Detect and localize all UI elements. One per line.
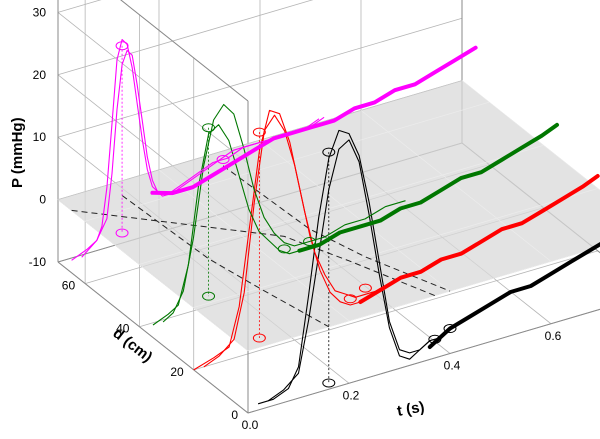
left-wall-grid-line [57, 12, 249, 164]
marker-ellipse [277, 244, 291, 254]
back-wall-grid-line [57, 17, 463, 138]
plane-grid-line [158, 169, 350, 322]
marker-ellipse [115, 228, 129, 238]
z-tick-label: 30 [33, 5, 47, 19]
plane-grid-line [259, 139, 451, 292]
mean-waveform-line [150, 45, 478, 196]
thin-waveform-line [81, 49, 320, 258]
y-tick-label: 60 [62, 279, 76, 293]
plane-grid-line [139, 144, 544, 265]
marker-ellipse [428, 334, 442, 344]
marker-ellipse [443, 324, 457, 334]
box-edge [247, 308, 600, 414]
marker-ellipse [252, 333, 266, 343]
box-edge [120, 0, 249, 102]
marker-ellipse [202, 123, 216, 133]
mean-waveform-line [358, 174, 600, 304]
y-tick-label: 0 [231, 408, 238, 422]
z-axis-label: P (mmHg) [9, 117, 26, 188]
plane-grid-line [57, 199, 249, 351]
y-axis-label: d (cm) [110, 325, 156, 366]
thin-waveform-line [193, 109, 361, 371]
marker-ellipse [322, 378, 336, 388]
y-tick-label: 20 [170, 365, 184, 379]
x-tick-label: 0.4 [444, 359, 461, 373]
marker-ellipse [252, 127, 266, 137]
thin-waveform-line [257, 129, 441, 405]
thin-waveform-line [267, 139, 431, 402]
z-tick-label: 20 [33, 68, 47, 82]
thin-waveform-line [152, 124, 300, 326]
marker-ellipse [216, 155, 230, 165]
tick-labels: 0.00.20.40.60.80204060-10010203040 [29, 5, 562, 432]
y-tick-label: 40 [116, 322, 130, 336]
curves [71, 38, 600, 405]
x-tick-label: 0.0 [242, 418, 259, 432]
zero-pressure-plane [57, 80, 600, 351]
marker-ellipse [322, 147, 336, 157]
dashed-guide-line [71, 209, 436, 297]
z-tick-label: 10 [33, 130, 47, 144]
marker-ellipse [343, 294, 357, 304]
mean-waveform-line [427, 241, 600, 349]
mean-waveform-line [297, 122, 559, 253]
marker-ellipse [303, 236, 317, 246]
series-0cm [257, 129, 600, 405]
z-tick-label: 0 [39, 193, 46, 207]
plane-grid-line [85, 101, 490, 222]
series-20cm [193, 109, 600, 371]
series-35cm [152, 103, 559, 326]
floor-grid-line [193, 250, 598, 371]
plane-grid-line [360, 110, 552, 262]
x-axis-label: t (s) [396, 398, 426, 420]
marker-ellipse [115, 41, 129, 51]
series-65cm [71, 38, 478, 261]
x-tick-label: 0.2 [343, 388, 360, 402]
left-wall-grid-line [120, 0, 249, 102]
z-tick-label: -10 [29, 255, 47, 269]
box-edge [57, 261, 249, 414]
marker-ellipse [358, 283, 372, 293]
x-tick-label: 0.6 [545, 329, 562, 343]
plane-grid-line [461, 80, 600, 191]
dashed-guide-line [121, 195, 330, 328]
marker-ellipse [202, 291, 216, 301]
thin-waveform-line [162, 103, 406, 323]
plane-grid-line [193, 188, 598, 308]
